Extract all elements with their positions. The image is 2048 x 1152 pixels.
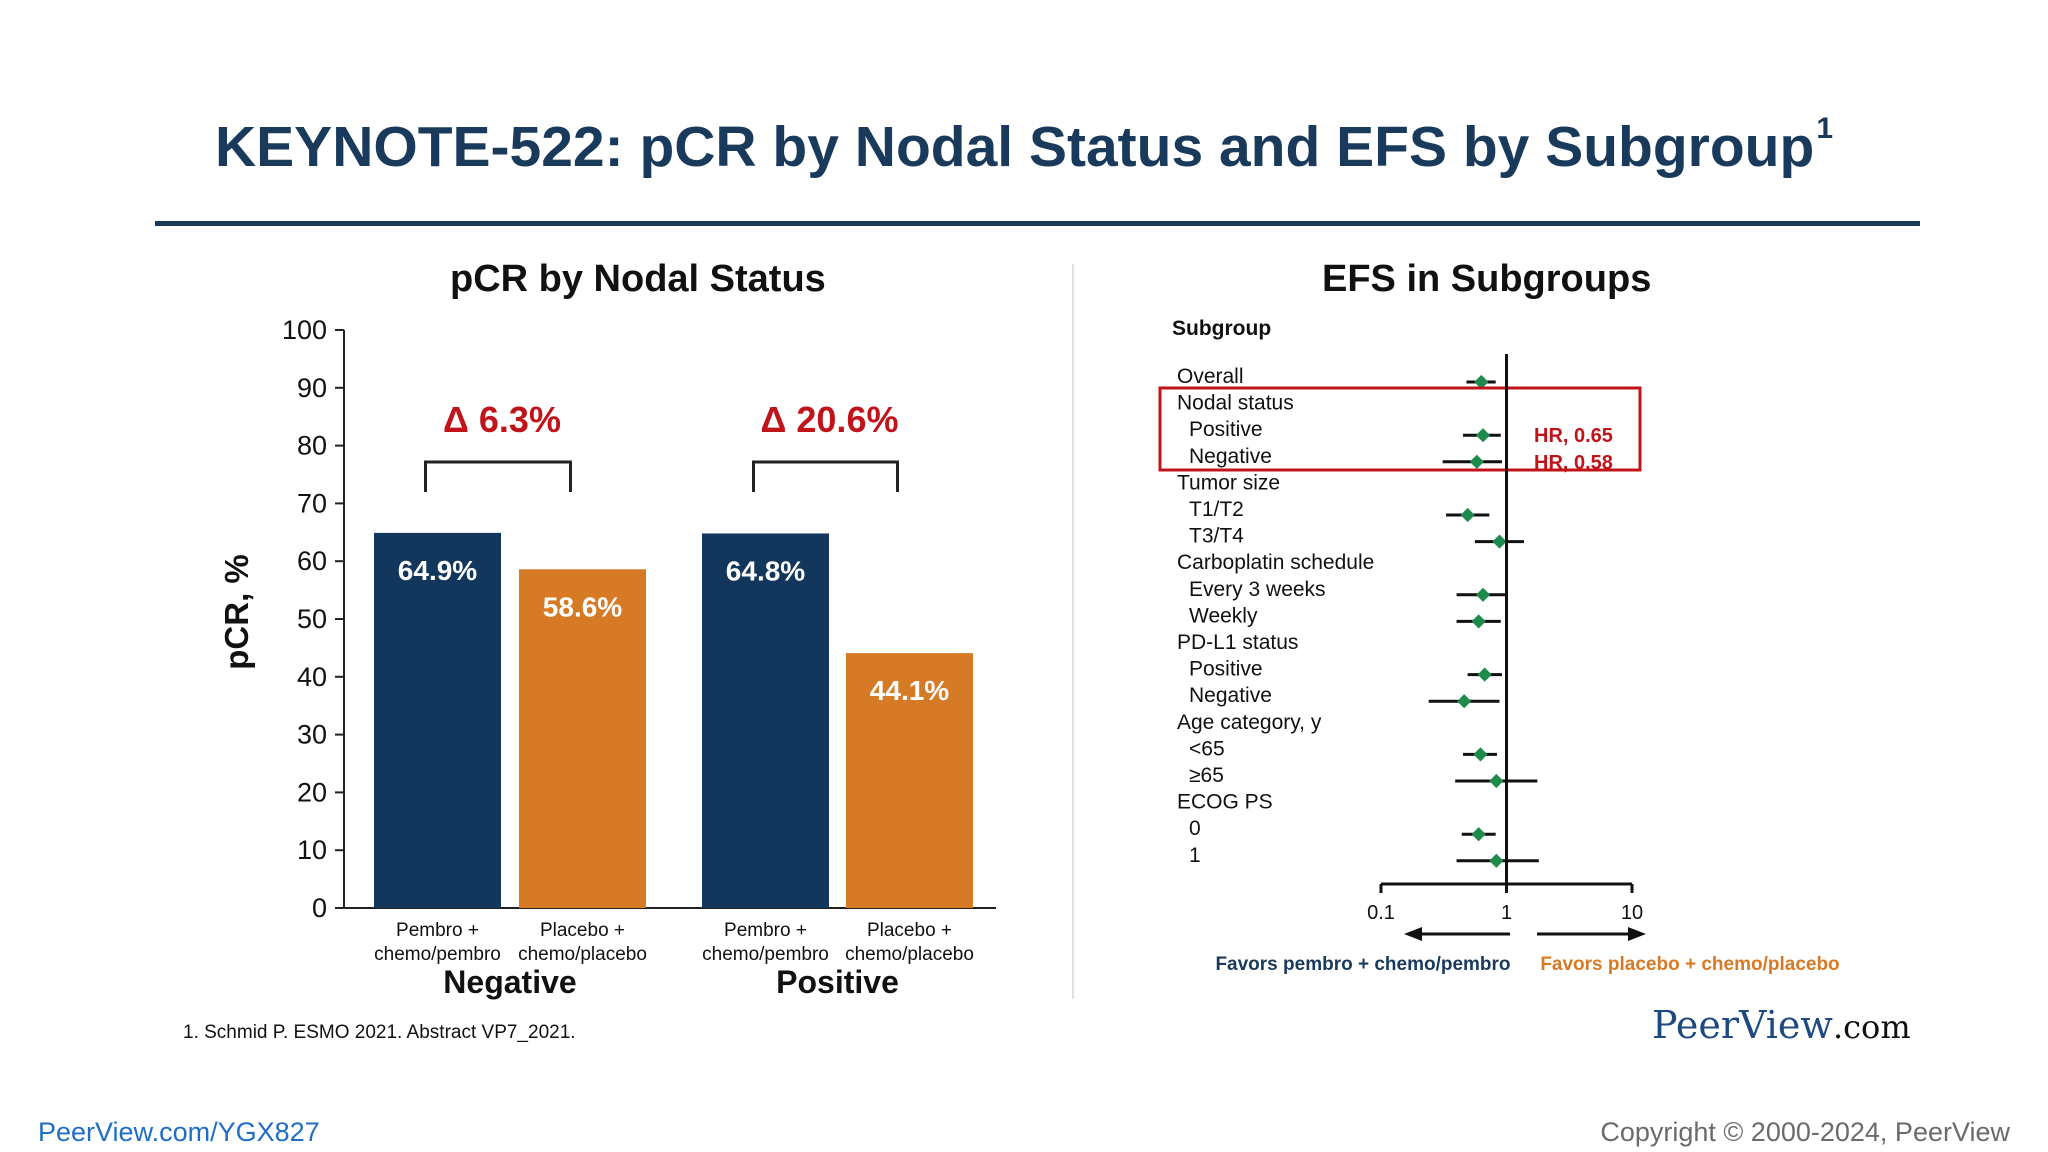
forest-header: Subgroup [1172, 317, 1271, 340]
y-tick-label: 70 [297, 488, 327, 518]
subgroup-label: T1/T2 [1189, 498, 1244, 521]
panel-divider [1072, 264, 1074, 999]
subgroup-label: Weekly [1189, 604, 1258, 627]
y-tick-label: 40 [297, 662, 327, 692]
hr-point [1471, 614, 1486, 629]
bar-category-label: Pembro + [396, 920, 479, 941]
bar-category-label: chemo/placebo [518, 944, 647, 965]
subgroup-label: PD-L1 status [1177, 631, 1298, 654]
bar [846, 653, 973, 908]
bar-category-label: chemo/pembro [702, 944, 829, 965]
bar-value-label: 64.9% [398, 555, 477, 586]
favors-right-label: Favors placebo + chemo/placebo [1540, 954, 1839, 975]
hr-point [1469, 454, 1484, 469]
subgroup-label: Tumor size [1177, 471, 1280, 494]
delta-label: Δ 6.3% [443, 399, 561, 440]
hr-annotation: HR, 0.58 [1534, 452, 1613, 474]
y-tick-label: 0 [312, 893, 327, 923]
hr-point [1489, 773, 1504, 789]
y-tick-label: 60 [297, 546, 327, 576]
peerview-logo: PeerView.com [1652, 1003, 1911, 1047]
subgroup-label: Positive [1189, 658, 1263, 681]
subgroup-label: Negative [1189, 684, 1272, 707]
bar [702, 533, 829, 908]
hr-annotation: HR, 0.65 [1534, 425, 1613, 447]
favors-left-arrowhead [1404, 927, 1422, 941]
subgroup-label: <65 [1189, 737, 1225, 760]
hr-point [1460, 507, 1475, 523]
bar-value-label: 44.1% [870, 675, 949, 706]
hr-point [1473, 747, 1488, 762]
favors-right-arrowhead [1628, 927, 1646, 941]
bar-category-label: chemo/pembro [374, 944, 501, 965]
y-tick-label: 90 [297, 373, 327, 403]
y-axis-label: pCR, % [218, 554, 255, 670]
hr-point [1471, 827, 1486, 842]
footnote: 1. Schmid P. ESMO 2021. Abstract VP7_202… [183, 1022, 576, 1043]
group-label: Negative [443, 964, 576, 1000]
subgroup-label: Positive [1189, 418, 1263, 441]
footer-url[interactable]: PeerView.com/YGX827 [38, 1117, 320, 1147]
bar-chart-title: pCR by Nodal Status [450, 258, 826, 300]
subgroup-label: Age category, y [1177, 711, 1322, 734]
y-tick-label: 30 [297, 720, 327, 750]
subgroup-label: Negative [1189, 445, 1272, 468]
favors-left-label: Favors pembro + chemo/pembro [1215, 954, 1510, 975]
y-tick-label: 10 [297, 835, 327, 865]
forest-plot-title: EFS in Subgroups [1322, 258, 1652, 300]
bar-value-label: 58.6% [543, 591, 622, 622]
group-label: Positive [776, 964, 899, 1000]
hr-point [1474, 374, 1489, 390]
bar-category-label: Placebo + [867, 920, 952, 941]
footer-copyright: Copyright © 2000-2024, PeerView [1600, 1117, 2010, 1147]
nodal-highlight-box [1158, 386, 1642, 472]
delta-label: Δ 20.6% [761, 399, 899, 440]
title-rule [155, 221, 1920, 226]
subgroup-label: ECOG PS [1177, 791, 1273, 814]
hr-point [1477, 667, 1492, 682]
subgroup-label: 0 [1189, 817, 1201, 840]
slide-title: KEYNOTE-522: pCR by Nodal Status and EFS… [215, 112, 1833, 179]
subgroup-label: Carboplatin schedule [1177, 551, 1374, 574]
subgroup-label: Overall [1177, 365, 1244, 388]
forest-x-tick-label: 1 [1501, 902, 1512, 924]
hr-point [1492, 534, 1507, 549]
y-tick-label: 80 [297, 431, 327, 461]
bar [374, 532, 501, 908]
bar-category-label: Pembro + [724, 920, 807, 941]
bar-category-label: chemo/placebo [845, 944, 974, 965]
hr-point [1457, 694, 1472, 709]
forest-x-tick-label: 10 [1621, 902, 1643, 924]
subgroup-label: Nodal status [1177, 392, 1294, 415]
subgroup-label: Every 3 weeks [1189, 578, 1326, 601]
y-tick-label: 100 [282, 315, 327, 345]
hr-point [1475, 587, 1491, 602]
y-tick-label: 20 [297, 777, 327, 807]
bar-value-label: 64.8% [726, 555, 805, 586]
subgroup-label: ≥65 [1189, 764, 1224, 787]
bar-category-label: Placebo + [540, 920, 625, 941]
bar [519, 569, 646, 908]
subgroup-label: T3/T4 [1189, 525, 1244, 548]
hr-point [1489, 853, 1504, 868]
forest-x-tick-label: 0.1 [1367, 902, 1395, 924]
y-tick-label: 50 [297, 604, 327, 634]
subgroup-label: 1 [1189, 844, 1201, 867]
hr-point [1475, 428, 1491, 443]
delta-bracket [752, 460, 899, 492]
delta-bracket [424, 460, 572, 492]
